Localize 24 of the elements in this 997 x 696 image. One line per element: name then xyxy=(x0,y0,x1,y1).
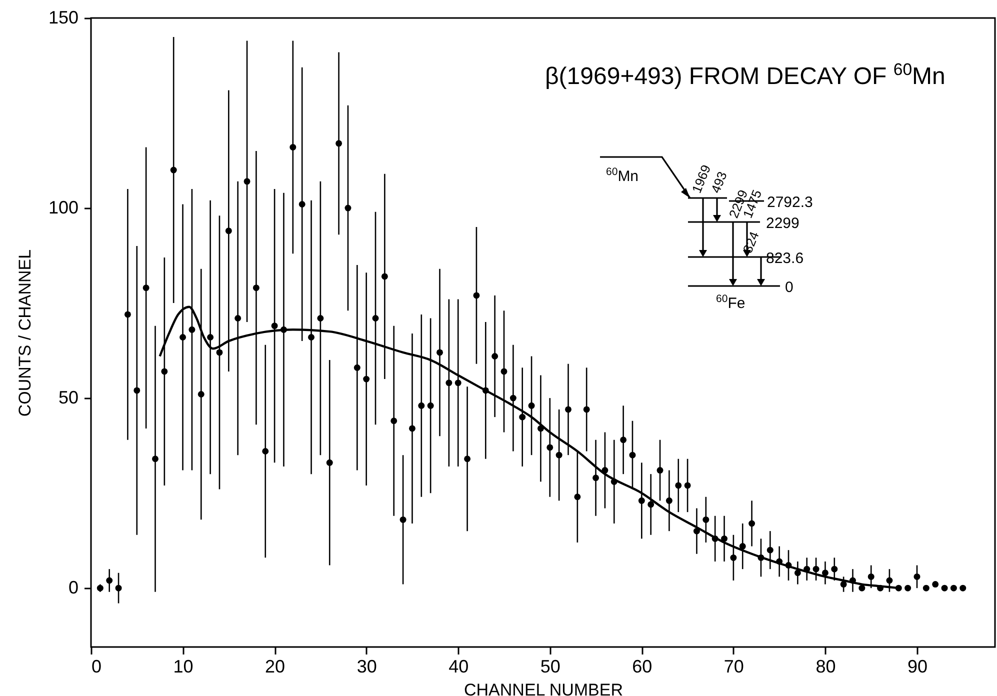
x-tick-label: 0 xyxy=(92,656,102,676)
annotation: 823.6 xyxy=(766,250,804,267)
annotation: 1969 xyxy=(688,162,714,196)
annotation: $^{60}$Mn xyxy=(606,166,639,185)
x-tick-label: 40 xyxy=(448,656,469,676)
x-tick-label: 90 xyxy=(907,656,928,676)
x-axis-title: CHANNEL NUMBER xyxy=(464,680,624,696)
x-tick-label: 10 xyxy=(173,656,194,676)
y-axis-title: COUNTS / CHANNEL xyxy=(15,249,34,417)
x-tick-label: 80 xyxy=(816,656,836,676)
x-tick-label: 20 xyxy=(265,656,286,676)
y-tick-label: 100 xyxy=(48,198,78,218)
y-tick-label: 150 xyxy=(48,8,78,28)
x-tick-label: 70 xyxy=(724,656,744,676)
annotation: 2299 xyxy=(766,215,800,232)
y-tick-label: 0 xyxy=(68,578,78,598)
annotation: β(1969+493) FROM DECAY OF $^{60}$Mn xyxy=(545,60,946,90)
annotation: $^{60}$Fe xyxy=(716,293,746,312)
annotation: 0 xyxy=(785,279,794,296)
annotation: 2792.3 xyxy=(767,194,813,211)
x-tick-label: 30 xyxy=(356,656,377,676)
y-tick-label: 50 xyxy=(58,388,78,408)
x-tick-label: 50 xyxy=(540,656,560,676)
x-tick-label: 60 xyxy=(632,656,652,676)
